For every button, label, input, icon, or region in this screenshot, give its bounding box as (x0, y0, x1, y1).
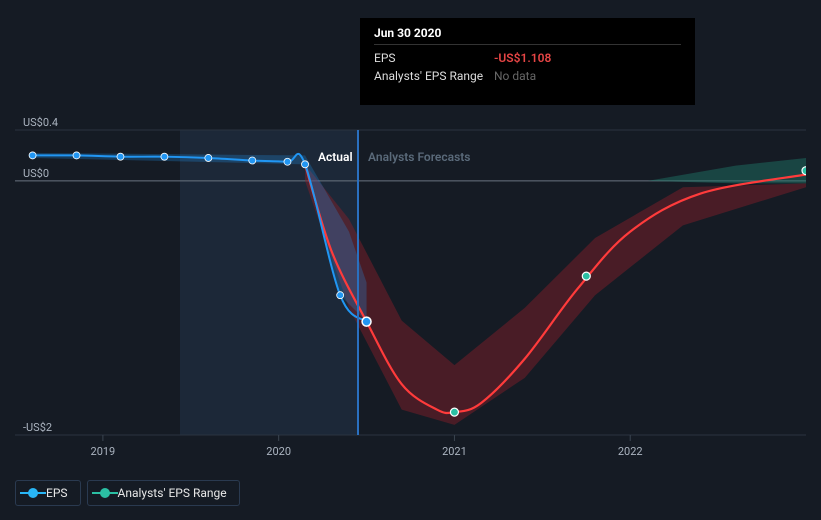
tooltip-row-label: Analysts' EPS Range (374, 69, 494, 83)
eps-forecast-chart: { "chart": { "width": 821, "height": 520… (0, 0, 821, 520)
svg-text:2020: 2020 (266, 445, 291, 458)
chart-legend: EPS Analysts' EPS Range (15, 480, 240, 506)
tooltip-row-label: EPS (374, 51, 494, 65)
legend-item[interactable]: Analysts' EPS Range (87, 480, 240, 506)
tooltip-row: EPS-US$1.108 (374, 49, 681, 67)
legend-item[interactable]: EPS (15, 480, 81, 506)
legend-item-label: EPS (46, 486, 68, 500)
svg-text:2022: 2022 (618, 445, 643, 458)
tooltip-date: Jun 30 2020 (374, 26, 681, 45)
tooltip-row-value: No data (494, 69, 536, 83)
svg-text:US$0: US$0 (23, 167, 49, 180)
legend-item-label: Analysts' EPS Range (118, 486, 227, 500)
section-label-actual: Actual (318, 150, 353, 164)
legend-dot-icon (100, 488, 110, 498)
legend-dot-icon (28, 488, 38, 498)
svg-text:US$0.4: US$0.4 (23, 116, 58, 129)
svg-text:2019: 2019 (91, 445, 116, 458)
svg-text:2021: 2021 (442, 445, 467, 458)
section-label-forecast: Analysts Forecasts (368, 150, 470, 164)
svg-text:-US$2: -US$2 (23, 421, 52, 434)
chart-tooltip: Jun 30 2020 EPS-US$1.108Analysts' EPS Ra… (360, 18, 695, 105)
tooltip-row-value: -US$1.108 (494, 51, 551, 65)
tooltip-row: Analysts' EPS RangeNo data (374, 67, 681, 85)
